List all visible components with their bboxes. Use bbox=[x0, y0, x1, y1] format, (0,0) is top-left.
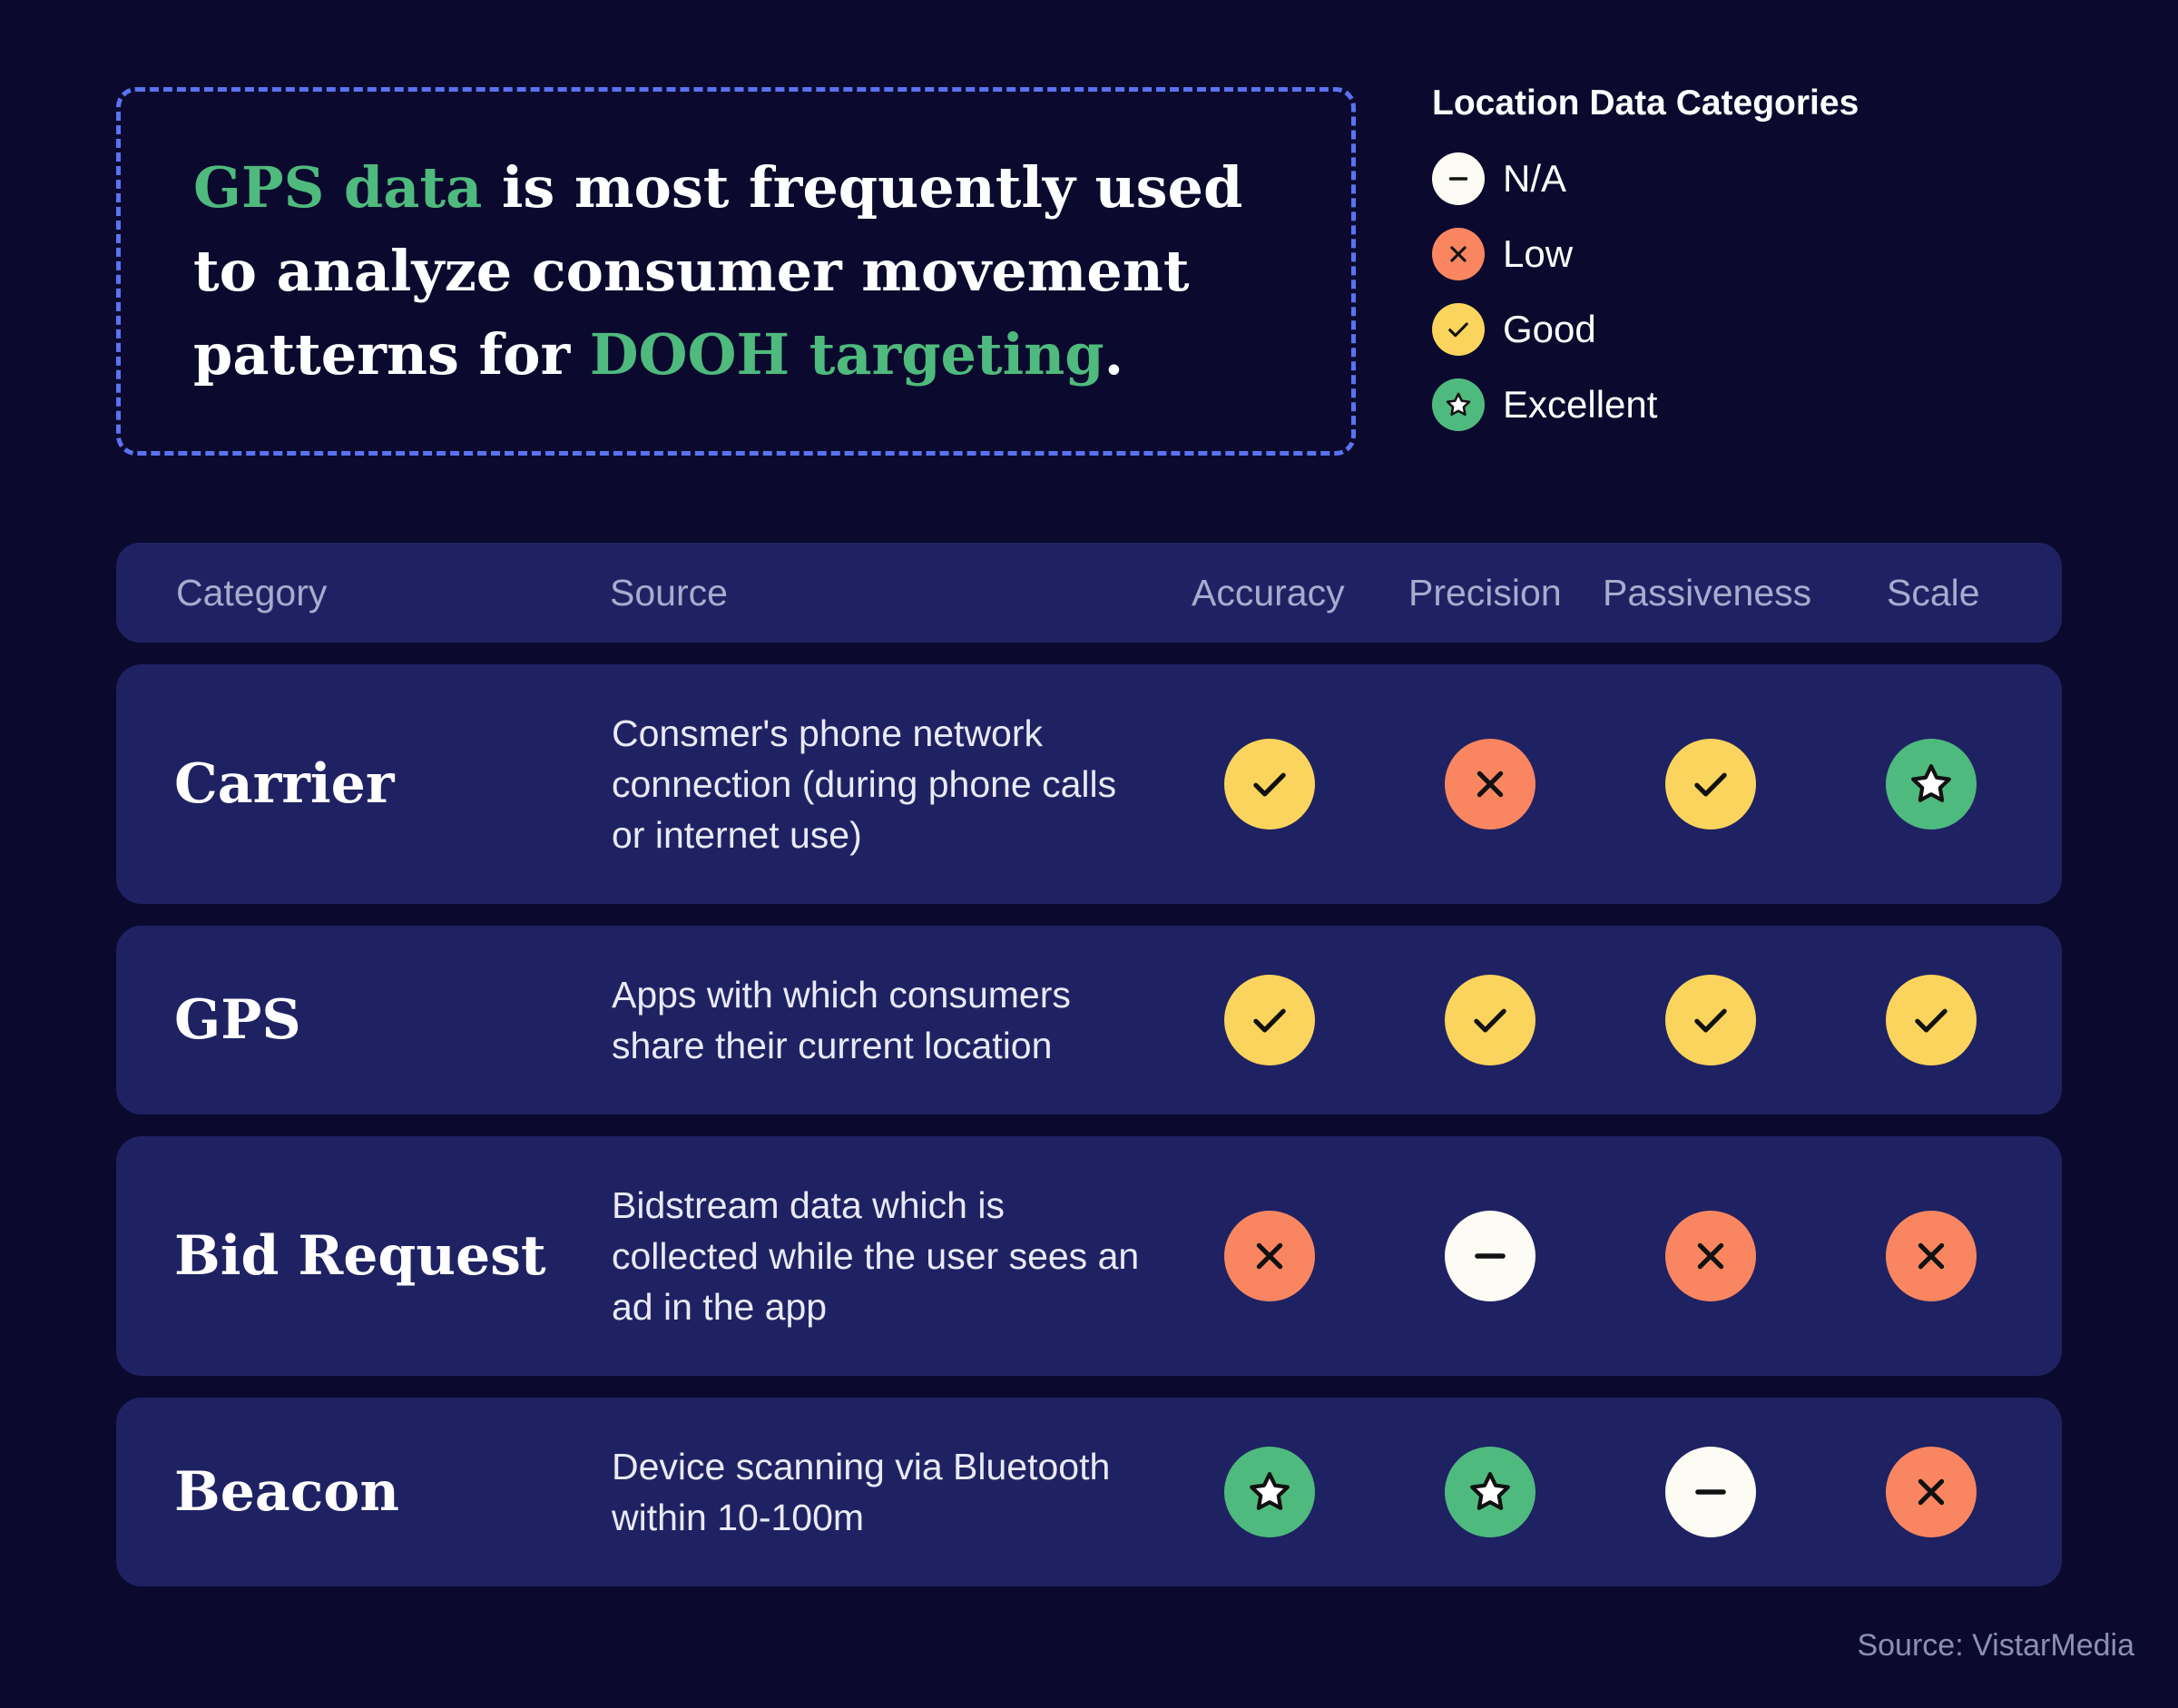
table-row-bid-request: Bid Request Bidstream data which is coll… bbox=[116, 1136, 2062, 1376]
header-precision: Precision bbox=[1408, 572, 1562, 614]
headline-text: is most frequently used to analyze consu… bbox=[193, 154, 1243, 388]
row-source: Device scanning via Bluetooth within 10-… bbox=[612, 1446, 1111, 1538]
source-note: Source: VistarMedia bbox=[1857, 1628, 2134, 1663]
header-source: Source bbox=[610, 572, 728, 614]
star-icon bbox=[1445, 1447, 1535, 1537]
headline: GPS data is most frequently used to anal… bbox=[193, 146, 1300, 397]
legend-label: Low bbox=[1503, 232, 1574, 275]
legend-label: N/A bbox=[1503, 157, 1567, 200]
legend: Location Data Categories N/A Low Good Ex… bbox=[1432, 83, 1859, 454]
cell-precision bbox=[1445, 739, 1535, 829]
headline-box: GPS data is most frequently used to anal… bbox=[116, 87, 1356, 456]
cell-accuracy bbox=[1224, 1447, 1315, 1537]
cell-scale bbox=[1886, 1447, 1977, 1537]
cell-scale bbox=[1886, 739, 1977, 829]
x-icon bbox=[1432, 228, 1485, 280]
x-icon bbox=[1224, 1211, 1315, 1301]
legend-item-excellent: Excellent bbox=[1432, 378, 1859, 431]
row-category: Carrier bbox=[174, 752, 395, 816]
check-icon bbox=[1432, 303, 1485, 356]
x-icon bbox=[1665, 1211, 1756, 1301]
row-category: GPS bbox=[174, 988, 301, 1052]
cell-scale bbox=[1886, 1211, 1977, 1301]
legend-label: Good bbox=[1503, 308, 1596, 350]
row-source: Apps with which consumers share their cu… bbox=[612, 974, 1071, 1066]
star-icon bbox=[1432, 378, 1485, 431]
check-icon bbox=[1224, 975, 1315, 1065]
legend-item-na: N/A bbox=[1432, 152, 1859, 205]
table-row-carrier: Carrier Consmer's phone network connecti… bbox=[116, 664, 2062, 904]
cell-passiveness bbox=[1665, 739, 1756, 829]
row-category: Bid Request bbox=[174, 1224, 546, 1288]
star-icon bbox=[1224, 1447, 1315, 1537]
legend-label: Excellent bbox=[1503, 383, 1658, 426]
minus-icon bbox=[1445, 1211, 1535, 1301]
x-icon bbox=[1886, 1447, 1977, 1537]
minus-icon bbox=[1665, 1447, 1756, 1537]
cell-precision bbox=[1445, 1447, 1535, 1537]
cell-scale bbox=[1886, 975, 1977, 1065]
headline-highlight-dooh: DOOH targeting bbox=[589, 321, 1104, 388]
row-source: Consmer's phone network connection (duri… bbox=[612, 712, 1117, 856]
row-category: Beacon bbox=[174, 1460, 399, 1524]
check-icon bbox=[1665, 975, 1756, 1065]
star-icon bbox=[1886, 739, 1977, 829]
cell-passiveness bbox=[1665, 1447, 1756, 1537]
legend-item-good: Good bbox=[1432, 303, 1859, 356]
cell-precision bbox=[1445, 975, 1535, 1065]
x-icon bbox=[1445, 739, 1535, 829]
check-icon bbox=[1665, 739, 1756, 829]
row-source: Bidstream data which is collected while … bbox=[612, 1184, 1140, 1328]
headline-period: . bbox=[1104, 321, 1124, 388]
cell-passiveness bbox=[1665, 1211, 1756, 1301]
table-header: Category Source Accuracy Precision Passi… bbox=[116, 543, 2062, 643]
x-icon bbox=[1886, 1211, 1977, 1301]
headline-highlight-gps: GPS data bbox=[193, 154, 483, 221]
cell-accuracy bbox=[1224, 1211, 1315, 1301]
legend-item-low: Low bbox=[1432, 228, 1859, 280]
header-scale: Scale bbox=[1887, 572, 1980, 614]
minus-icon bbox=[1432, 152, 1485, 205]
legend-title: Location Data Categories bbox=[1432, 83, 1859, 123]
table-row-gps: GPS Apps with which consumers share thei… bbox=[116, 926, 2062, 1114]
cell-passiveness bbox=[1665, 975, 1756, 1065]
check-icon bbox=[1445, 975, 1535, 1065]
cell-precision bbox=[1445, 1211, 1535, 1301]
header-accuracy: Accuracy bbox=[1192, 572, 1345, 614]
cell-accuracy bbox=[1224, 975, 1315, 1065]
table-row-beacon: Beacon Device scanning via Bluetooth wit… bbox=[116, 1398, 2062, 1586]
header-category: Category bbox=[176, 572, 328, 614]
check-icon bbox=[1886, 975, 1977, 1065]
header-passiveness: Passiveness bbox=[1603, 572, 1812, 614]
cell-accuracy bbox=[1224, 739, 1315, 829]
check-icon bbox=[1224, 739, 1315, 829]
